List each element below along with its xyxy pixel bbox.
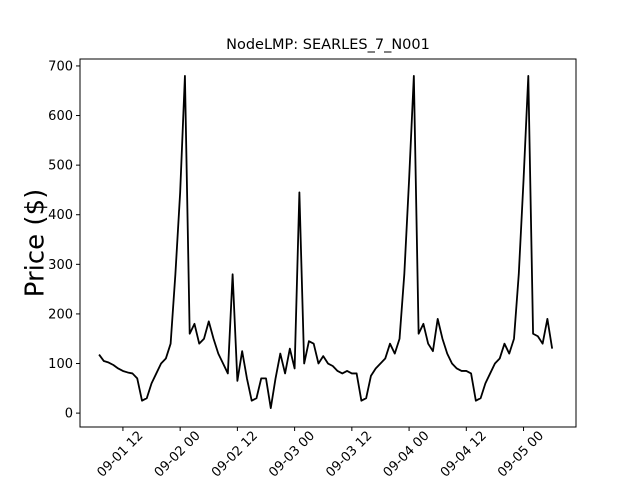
y-tick-label: 300 [48,258,73,273]
plot-frame [79,58,577,428]
y-tick-label: 200 [48,307,73,322]
y-tick-label: 600 [48,109,73,124]
chart-title: NodeLMP: SEARLES_7_N001 [226,37,430,53]
y-tick-label: 500 [48,159,73,174]
y-tick-label: 100 [48,357,73,372]
y-tick-label: 0 [65,407,73,422]
y-axis-label: Price ($) [21,189,51,298]
y-tick-label: 400 [48,208,73,223]
y-tick-label: 700 [48,59,73,74]
line-series [98,74,554,410]
